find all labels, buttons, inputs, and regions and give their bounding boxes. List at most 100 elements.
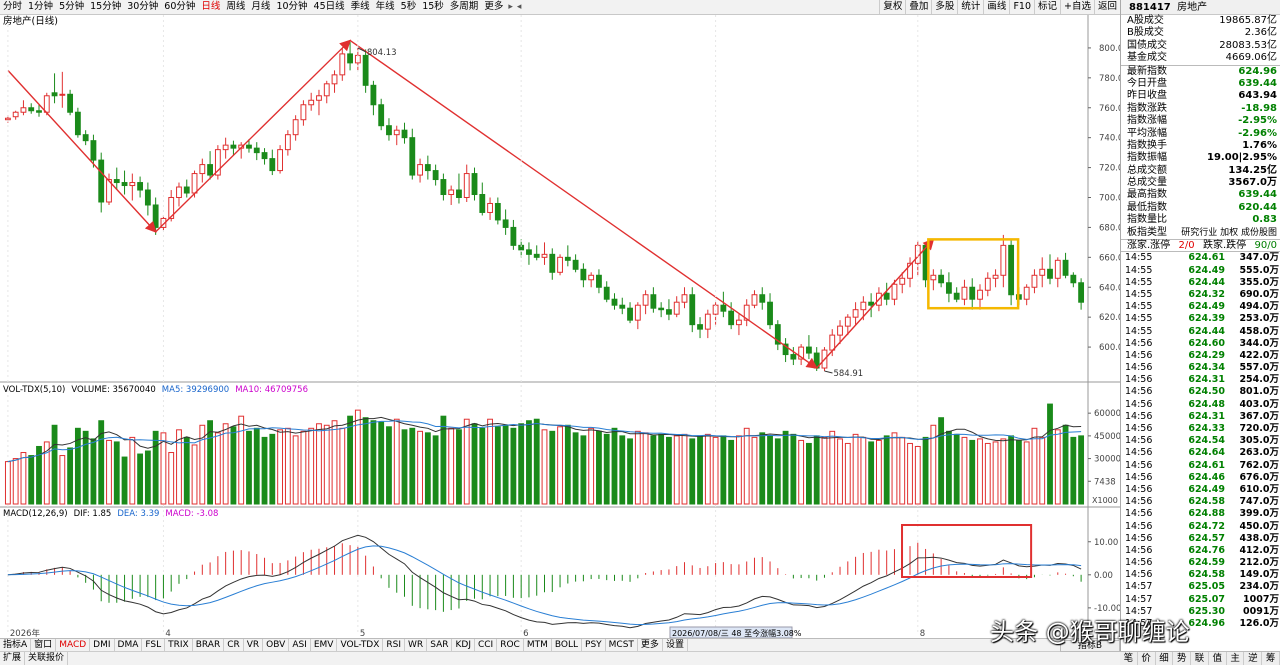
indicator-tab-13[interactable]: VOL-TDX — [337, 639, 384, 651]
timeframe-2[interactable]: 5分钟 — [59, 1, 85, 12]
ext-tab-1[interactable]: 关联报价 — [25, 652, 69, 665]
indicator-b-button[interactable]: 指标B — [1060, 640, 1120, 652]
tick-time: 14:56 — [1125, 410, 1153, 422]
toolbar-nav-0[interactable]: ▸ — [508, 2, 513, 12]
toolbar-nav-1[interactable]: ◂ — [516, 2, 522, 12]
toolbar-button-6[interactable]: 标记 — [1034, 0, 1060, 14]
panel-mode-6[interactable]: 主 — [1227, 652, 1245, 665]
indicator-tab-2[interactable]: MACD — [56, 639, 91, 651]
indicator-tab-17[interactable]: KDJ — [452, 639, 475, 651]
candle-body — [409, 137, 416, 176]
panel-mode-2[interactable]: 细 — [1156, 652, 1174, 665]
toolbar-button-0[interactable]: 复权 — [879, 0, 905, 14]
volume-legend-item: VOL-TDX(5,10) — [3, 385, 65, 395]
indicator-tab-8[interactable]: CR — [224, 639, 244, 651]
indicator-tab-12[interactable]: EMV — [311, 639, 338, 651]
toolbar-button-4[interactable]: 画线 — [983, 0, 1009, 14]
volume-bar — [829, 430, 836, 505]
indicator-tab-10[interactable]: OBV — [263, 639, 290, 651]
tick-price: 624.49 — [1188, 301, 1225, 313]
indicator-tab-1[interactable]: 窗口 — [31, 639, 57, 651]
indicator-tab-18[interactable]: CCI — [475, 639, 498, 651]
volume-bar — [308, 427, 315, 505]
stat-value: -18.98 — [1241, 102, 1277, 114]
indicator-tab-25[interactable]: 设置 — [663, 639, 688, 651]
timeframe-15[interactable]: 多周期 — [449, 1, 479, 12]
volume-bar — [331, 420, 338, 505]
indicator-tab-21[interactable]: BOLL — [552, 639, 583, 651]
timeframe-4[interactable]: 30分钟 — [127, 1, 159, 12]
tick-volume: 458.0万 — [1239, 325, 1279, 337]
sector-links[interactable]: 研究行业 加权 成份股图 — [1181, 227, 1277, 238]
panel-mode-8[interactable]: 筹 — [1262, 652, 1280, 665]
timeframe-8[interactable]: 月线 — [251, 1, 271, 12]
indicator-tab-7[interactable]: BRAR — [193, 639, 225, 651]
panel-mode-7[interactable]: 逆 — [1244, 652, 1263, 665]
timeframe-11[interactable]: 季线 — [350, 1, 370, 12]
toolbar-button-5[interactable]: F10 — [1009, 0, 1034, 14]
indicator-tab-22[interactable]: PSY — [582, 639, 606, 651]
tick-time: 14:56 — [1125, 544, 1153, 556]
panel-mode-1[interactable]: 价 — [1138, 652, 1156, 665]
timeframe-9[interactable]: 10分钟 — [276, 1, 308, 12]
indicator-tab-15[interactable]: WR — [405, 639, 428, 651]
indicator-tab-23[interactable]: MCST — [606, 639, 638, 651]
timeframe-3[interactable]: 15分钟 — [90, 1, 122, 12]
tick-time: 14:56 — [1125, 459, 1153, 471]
indicator-tab-19[interactable]: ROC — [497, 639, 524, 651]
indicator-tab-9[interactable]: VR — [244, 639, 264, 651]
timeframe-6[interactable]: 日线 — [201, 1, 221, 12]
timeframe-10[interactable]: 45日线 — [313, 1, 345, 12]
timeframe-5[interactable]: 60分钟 — [164, 1, 196, 12]
tick-volume: 399.0万 — [1239, 508, 1279, 520]
indicator-tab-20[interactable]: MTM — [524, 639, 552, 651]
candle-body — [214, 149, 221, 176]
indicator-tab-3[interactable]: DMI — [90, 639, 115, 651]
price-tick-label: 600.00 — [1099, 343, 1120, 353]
indicator-tab-14[interactable]: RSI — [383, 639, 406, 651]
candle-body — [728, 310, 735, 326]
indicator-tab-5[interactable]: FSL — [142, 639, 166, 651]
volume-bar — [347, 415, 353, 505]
toolbar-button-2[interactable]: 多股 — [931, 0, 957, 14]
timeframe-14[interactable]: 15秒 — [422, 1, 444, 12]
volume-bar — [580, 435, 587, 505]
volume-bar — [720, 435, 727, 505]
panel-mode-3[interactable]: 势 — [1173, 652, 1192, 665]
panel-mode-4[interactable]: 联 — [1191, 652, 1209, 665]
indicator-tab-16[interactable]: SAR — [427, 639, 453, 651]
candle-body — [378, 104, 385, 127]
timeframe-1[interactable]: 1分钟 — [28, 1, 54, 12]
indicator-tab-6[interactable]: TRIX — [165, 639, 193, 651]
indicator-tab-0[interactable]: 指标A — [0, 639, 32, 651]
stat-row: 今日开盘 639.44 — [1121, 78, 1280, 90]
timeframe-12[interactable]: 年线 — [375, 1, 395, 12]
timeframe-13[interactable]: 5秒 — [400, 1, 417, 12]
panel-mode-0[interactable]: 笔 — [1120, 652, 1138, 665]
candle-body — [401, 129, 408, 139]
indicator-tab-24[interactable]: 更多 — [638, 639, 663, 651]
volume-bar — [386, 426, 392, 505]
volume-bar — [1054, 429, 1061, 505]
candle-body — [222, 144, 229, 151]
tick-row: 14:55 624.61 347.0万 — [1121, 252, 1280, 264]
stat-value: 639.44 — [1238, 189, 1277, 201]
toolbar-button-3[interactable]: 统计 — [957, 0, 983, 14]
stat-value: 1.76% — [1242, 139, 1277, 151]
timeframe-7[interactable]: 周线 — [226, 1, 246, 12]
price-chart-title: 房地产(日线) — [3, 15, 58, 27]
indicator-tab-11[interactable]: ASI — [289, 639, 311, 651]
timeframe-0[interactable]: 分时 — [3, 1, 23, 12]
panel-mode-5[interactable]: 值 — [1209, 652, 1227, 665]
candle-body — [1054, 259, 1061, 279]
timeframe-16[interactable]: 更多 — [484, 1, 504, 12]
ext-tab-0[interactable]: 扩展 — [0, 652, 26, 665]
toolbar-button-8[interactable]: 返回 — [1093, 0, 1120, 14]
indicator-tab-4[interactable]: DMA — [115, 639, 143, 651]
toolbar-button-1[interactable]: 叠加 — [905, 0, 931, 14]
candle-body — [43, 95, 50, 113]
price-tick-label: 620.00 — [1099, 313, 1120, 323]
volume-bar — [868, 441, 875, 505]
toolbar-button-7[interactable]: +自选 — [1060, 0, 1094, 14]
tick-volume: 676.0万 — [1239, 471, 1279, 483]
